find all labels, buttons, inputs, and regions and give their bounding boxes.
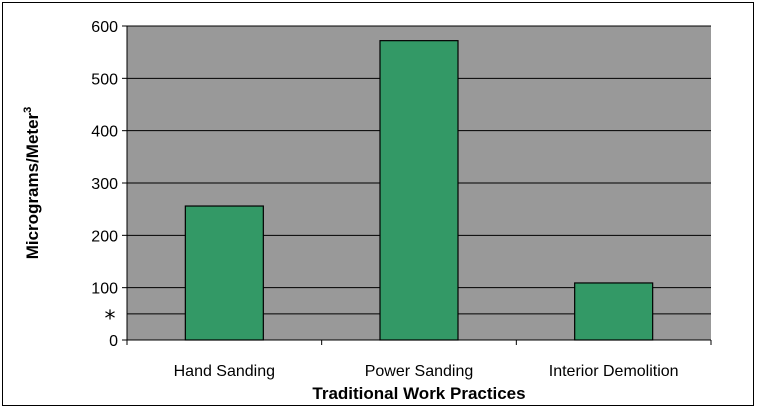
bar-interior-demolition: [574, 282, 654, 341]
x-axis: Hand Sanding Power Sanding Interior Demoli…: [126, 339, 712, 380]
y-axis-title-text: Micrograms/Meter: [23, 112, 42, 259]
bar-hand-sanding: [184, 205, 264, 341]
y-tick-label: 0: [109, 333, 118, 350]
reference-marker-label: *: [105, 307, 116, 332]
y-tick-label: 500: [91, 71, 118, 88]
x-axis-title: Traditional Work Practices: [312, 384, 525, 403]
y-tick-label: 100: [91, 281, 118, 298]
y-tick-label: 400: [91, 124, 118, 141]
y-axis-title-superscript: 3: [22, 107, 34, 113]
x-tick-label: Hand Sanding: [174, 363, 275, 380]
x-tick-label: Power Sanding: [365, 363, 474, 380]
y-axis-title: Micrograms/Meter3: [22, 107, 42, 260]
y-tick-label: 300: [91, 176, 118, 193]
y-axis: 0 100 200 300 400 500 600: [91, 19, 128, 350]
bar-power-sanding: [379, 40, 459, 341]
x-tick-label: Interior Demolition: [549, 363, 679, 380]
y-tick-label: 600: [91, 19, 118, 36]
y-tick-label: 200: [91, 228, 118, 245]
